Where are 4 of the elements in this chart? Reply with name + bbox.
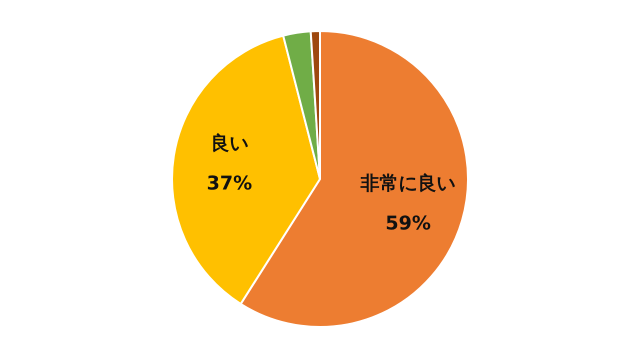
data-label: 37% — [206, 172, 252, 195]
slice-label: 良い — [210, 132, 248, 155]
slice-label: 非常に良い — [360, 172, 456, 195]
data-label: 59% — [385, 212, 431, 235]
